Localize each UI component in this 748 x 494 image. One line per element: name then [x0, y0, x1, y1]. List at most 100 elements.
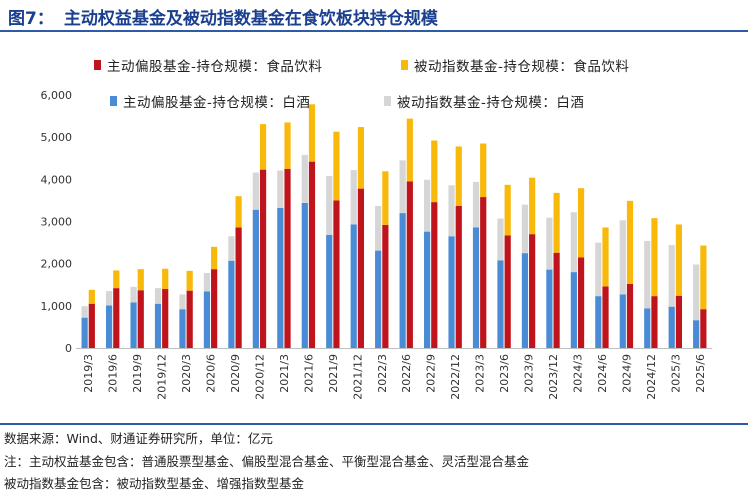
bar-active-baijiu — [619, 294, 626, 348]
bar-active-food — [553, 252, 560, 348]
bar-active-food — [455, 205, 462, 348]
bar-passive-food — [431, 140, 438, 203]
bar-passive-baijiu — [497, 218, 504, 261]
bar-passive-food — [113, 270, 120, 289]
figure-title-text: 主动权益基金及被动指数基金在食饮板块持仓规模 — [63, 9, 438, 29]
x-tick-label: 2020/12 — [253, 354, 266, 400]
bar-passive-baijiu — [326, 175, 333, 235]
x-tick-label: 2024/6 — [596, 354, 609, 393]
y-tick-label: 2,000 — [41, 258, 73, 271]
composition-note-active: 注：主动权益基金包含：普通股票型基金、偏股型混合基金、平衡型混合基金、灵活型混合… — [4, 454, 530, 469]
bar-passive-baijiu — [423, 179, 431, 232]
bar-passive-food — [259, 124, 267, 170]
bar-passive-food — [675, 224, 683, 296]
legend-label: 主动偏股基金-持仓规模：白酒 — [123, 95, 311, 111]
y-tick-label: 6,000 — [41, 89, 73, 102]
bar-passive-food — [88, 289, 95, 304]
bar-passive-baijiu — [277, 170, 284, 209]
bar-active-baijiu — [595, 296, 602, 348]
bar-passive-baijiu — [595, 242, 602, 297]
bar-passive-food — [504, 184, 511, 236]
bar-active-food — [626, 283, 634, 348]
bar-passive-baijiu — [693, 264, 700, 321]
bar-passive-baijiu — [130, 286, 137, 303]
bar-active-food — [529, 234, 536, 348]
bar-passive-food — [577, 188, 585, 258]
bar-active-food — [333, 200, 340, 348]
x-tick-label: 2020/3 — [180, 354, 193, 393]
bar-active-baijiu — [154, 303, 162, 348]
bar-active-food — [504, 235, 511, 348]
bar-active-baijiu — [203, 291, 211, 348]
x-tick-label: 2024/9 — [620, 354, 633, 393]
bar-active-baijiu — [375, 250, 382, 348]
bar-passive-baijiu — [619, 220, 626, 295]
bar-active-baijiu — [350, 224, 357, 348]
figure-title: 图7： 主动权益基金及被动指数基金在食饮板块持仓规模 — [8, 4, 438, 29]
bar-passive-food — [480, 143, 487, 198]
bar-active-food — [382, 224, 389, 348]
bar-passive-food — [455, 146, 462, 206]
x-tick-label: 2021/6 — [302, 354, 315, 393]
legend-swatch — [110, 96, 117, 106]
bar-passive-food — [602, 227, 609, 287]
bar-passive-food — [186, 270, 193, 291]
bar-passive-baijiu — [252, 172, 259, 210]
bar-active-baijiu — [570, 272, 577, 348]
bar-active-baijiu — [130, 302, 137, 348]
bar-active-food — [308, 161, 316, 348]
legend-item-passive-baijiu: 被动指数基金-持仓规模：白酒 — [384, 91, 584, 111]
title-rule — [0, 30, 748, 32]
bar-active-baijiu — [546, 269, 553, 348]
x-tick-label: 2023/3 — [474, 354, 487, 393]
bar-passive-baijiu — [399, 160, 406, 214]
bar-passive-baijiu — [546, 217, 553, 270]
bar-passive-baijiu — [179, 294, 186, 310]
x-tick-label: 2021/12 — [351, 354, 364, 400]
x-tick-label: 2023/12 — [547, 354, 560, 400]
bar-passive-baijiu — [301, 154, 308, 203]
x-tick-label: 2022/3 — [376, 354, 389, 393]
x-tick-label: 2025/3 — [669, 354, 682, 393]
bar-active-baijiu — [399, 213, 406, 348]
bar-active-baijiu — [252, 209, 259, 348]
legend-swatch — [94, 60, 101, 70]
bar-active-baijiu — [228, 260, 235, 348]
bar-active-baijiu — [497, 260, 504, 348]
bar-active-food — [431, 202, 438, 348]
bar-passive-food — [162, 268, 169, 289]
bar-passive-baijiu — [154, 288, 162, 304]
x-tick-label: 2024/3 — [571, 354, 584, 393]
bar-active-food — [675, 295, 683, 348]
x-tick-label: 2022/12 — [449, 354, 462, 400]
bar-passive-baijiu — [81, 306, 88, 318]
bar-passive-food — [626, 200, 634, 284]
bar-active-food — [211, 269, 218, 348]
legend-item-active-food: 主动偏股基金-持仓规模：食品饮料 — [94, 55, 322, 75]
bar-active-baijiu — [423, 231, 431, 348]
bar-active-baijiu — [644, 308, 651, 348]
bar-active-baijiu — [448, 236, 455, 348]
bar-active-food — [406, 181, 413, 348]
x-tick-label: 2020/6 — [205, 354, 218, 393]
bar-passive-food — [382, 171, 389, 225]
bar-passive-food — [529, 177, 536, 235]
bar-active-food — [700, 309, 707, 348]
x-tick-label: 2021/9 — [327, 354, 340, 393]
x-tick-label: 2021/3 — [278, 354, 291, 393]
y-tick-label: 5,000 — [41, 131, 73, 144]
bar-active-food — [162, 288, 169, 348]
bar-passive-baijiu — [472, 181, 480, 228]
y-tick-label: 3,000 — [41, 216, 73, 229]
bar-active-baijiu — [301, 202, 308, 348]
bar-active-baijiu — [472, 227, 480, 348]
bar-active-baijiu — [105, 305, 113, 348]
bar-active-food — [259, 169, 267, 348]
bar-passive-food — [308, 104, 316, 162]
bar-active-baijiu — [81, 317, 88, 348]
bar-active-baijiu — [693, 320, 700, 348]
bar-active-baijiu — [668, 306, 675, 348]
bar-active-food — [651, 296, 658, 348]
bar-active-food — [480, 197, 487, 348]
